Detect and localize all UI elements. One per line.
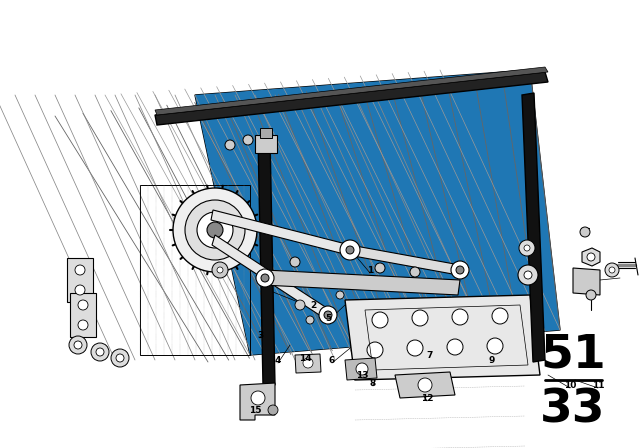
Polygon shape <box>211 210 350 255</box>
Circle shape <box>256 269 274 287</box>
Bar <box>260 128 272 138</box>
Circle shape <box>303 358 313 368</box>
Circle shape <box>75 285 85 295</box>
Circle shape <box>410 267 420 277</box>
Polygon shape <box>345 295 540 380</box>
Polygon shape <box>263 270 460 295</box>
Circle shape <box>336 291 344 299</box>
Bar <box>255 135 277 153</box>
Polygon shape <box>345 358 377 380</box>
Circle shape <box>91 343 109 361</box>
Circle shape <box>251 391 265 405</box>
Polygon shape <box>240 383 275 420</box>
Circle shape <box>212 262 228 278</box>
Circle shape <box>487 338 503 354</box>
Text: 8: 8 <box>370 379 376 388</box>
Polygon shape <box>522 93 545 362</box>
Polygon shape <box>573 268 600 295</box>
Circle shape <box>78 300 88 310</box>
Circle shape <box>217 267 223 273</box>
Circle shape <box>519 240 535 256</box>
Text: 4: 4 <box>275 356 281 365</box>
Polygon shape <box>582 248 600 266</box>
Circle shape <box>375 263 385 273</box>
Text: 7: 7 <box>427 350 433 359</box>
Circle shape <box>225 140 235 150</box>
Circle shape <box>243 135 253 145</box>
Circle shape <box>367 342 383 358</box>
Circle shape <box>261 274 269 282</box>
Circle shape <box>78 320 88 330</box>
Circle shape <box>580 227 590 237</box>
Text: 51: 51 <box>540 332 606 378</box>
Circle shape <box>456 266 464 274</box>
Polygon shape <box>348 245 460 275</box>
Text: 2: 2 <box>310 301 316 310</box>
Circle shape <box>75 265 85 275</box>
Circle shape <box>185 200 245 260</box>
Circle shape <box>452 309 468 325</box>
Text: 5: 5 <box>325 314 331 323</box>
Text: 14: 14 <box>299 353 311 362</box>
Polygon shape <box>395 372 455 398</box>
Circle shape <box>197 212 233 248</box>
Polygon shape <box>70 293 96 337</box>
Circle shape <box>605 263 619 277</box>
Circle shape <box>418 378 432 392</box>
Circle shape <box>324 311 332 319</box>
Circle shape <box>69 336 87 354</box>
Circle shape <box>372 312 388 328</box>
Circle shape <box>111 349 129 367</box>
Polygon shape <box>155 72 548 125</box>
Text: 13: 13 <box>356 370 368 379</box>
Polygon shape <box>195 70 560 355</box>
Circle shape <box>207 222 223 238</box>
Circle shape <box>524 271 532 279</box>
Text: 12: 12 <box>420 393 433 402</box>
Circle shape <box>524 245 530 251</box>
Circle shape <box>74 341 82 349</box>
Circle shape <box>306 316 314 324</box>
Circle shape <box>586 290 596 300</box>
Circle shape <box>319 306 337 324</box>
Circle shape <box>356 363 368 375</box>
Circle shape <box>451 261 469 279</box>
Circle shape <box>587 253 595 261</box>
Text: 3: 3 <box>257 331 263 340</box>
Text: 15: 15 <box>249 405 261 414</box>
Polygon shape <box>212 235 330 320</box>
Circle shape <box>116 354 124 362</box>
Text: 11: 11 <box>592 380 604 389</box>
Polygon shape <box>295 354 321 373</box>
Text: 33: 33 <box>540 388 605 432</box>
Circle shape <box>412 310 428 326</box>
Circle shape <box>407 340 423 356</box>
Polygon shape <box>67 258 93 302</box>
Text: 1: 1 <box>367 266 373 275</box>
Circle shape <box>268 405 278 415</box>
Circle shape <box>609 267 615 273</box>
Circle shape <box>96 348 104 356</box>
Circle shape <box>518 265 538 285</box>
Polygon shape <box>258 138 275 385</box>
Circle shape <box>173 188 257 272</box>
Text: 10: 10 <box>564 380 576 389</box>
Text: 9: 9 <box>489 356 495 365</box>
Circle shape <box>346 246 354 254</box>
Polygon shape <box>155 67 548 115</box>
Circle shape <box>492 308 508 324</box>
Circle shape <box>295 300 305 310</box>
Circle shape <box>290 257 300 267</box>
Circle shape <box>447 339 463 355</box>
Text: 6: 6 <box>329 356 335 365</box>
Circle shape <box>340 240 360 260</box>
Polygon shape <box>195 70 560 355</box>
